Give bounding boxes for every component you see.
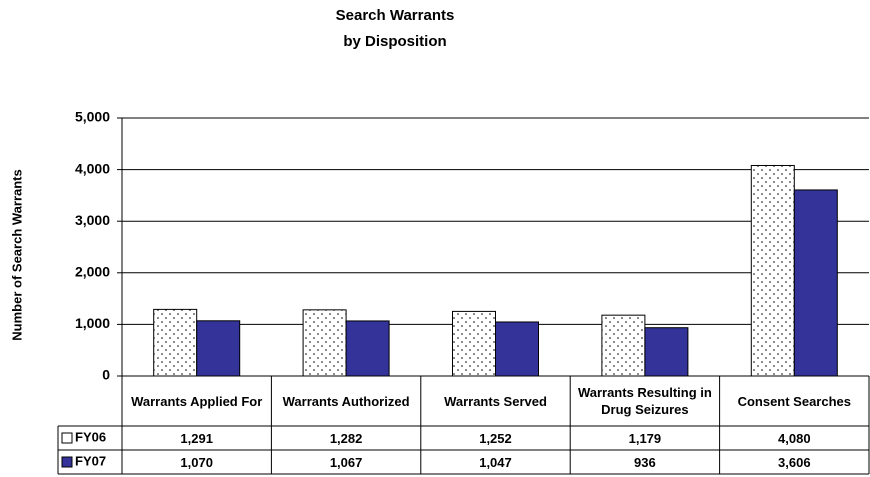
category-label: Warrants Resulting in Drug Seizures — [577, 385, 712, 417]
table-value: 1,179 — [628, 430, 662, 446]
y-tick-label: 4,000 — [75, 160, 110, 176]
chart-title: Search Warrants — [336, 7, 455, 24]
table-value: 1,047 — [479, 454, 512, 470]
legend-key — [61, 432, 73, 444]
legend-label: FY06 — [75, 429, 106, 444]
category-label: Consent Searches — [737, 393, 851, 409]
table-value: 4,080 — [778, 430, 811, 446]
y-tick-label: 2,000 — [75, 264, 110, 280]
bar — [601, 314, 646, 377]
bar — [793, 189, 838, 377]
table-value: 3,606 — [778, 454, 811, 470]
y-axis-label: Number of Search Warrants — [9, 169, 24, 340]
bar — [302, 309, 347, 377]
category-label: Warrants Authorized — [282, 393, 410, 409]
bar — [495, 321, 539, 377]
table-value: 1,291 — [180, 430, 213, 446]
table-value: 1,252 — [479, 430, 512, 446]
y-tick-label: 3,000 — [75, 212, 110, 228]
legend-key — [61, 456, 73, 468]
table-value: 1,282 — [329, 430, 363, 446]
bar — [750, 164, 795, 377]
bar — [644, 327, 689, 377]
y-tick-label: 1,000 — [75, 315, 110, 331]
table-value: 1,070 — [180, 454, 213, 470]
category-label: Warrants Served — [444, 393, 547, 409]
legend-label: FY07 — [75, 453, 106, 468]
bar — [452, 310, 496, 377]
table-value: 1,067 — [329, 454, 363, 470]
bar — [196, 320, 241, 377]
bar — [153, 308, 198, 377]
y-tick-label: 5,000 — [75, 109, 110, 125]
chart-subtitle: by Disposition — [343, 33, 446, 50]
table-value: 936 — [634, 454, 656, 470]
category-label: Warrants Applied For — [131, 393, 263, 409]
y-tick-label: 0 — [102, 367, 110, 383]
bar — [345, 320, 390, 377]
